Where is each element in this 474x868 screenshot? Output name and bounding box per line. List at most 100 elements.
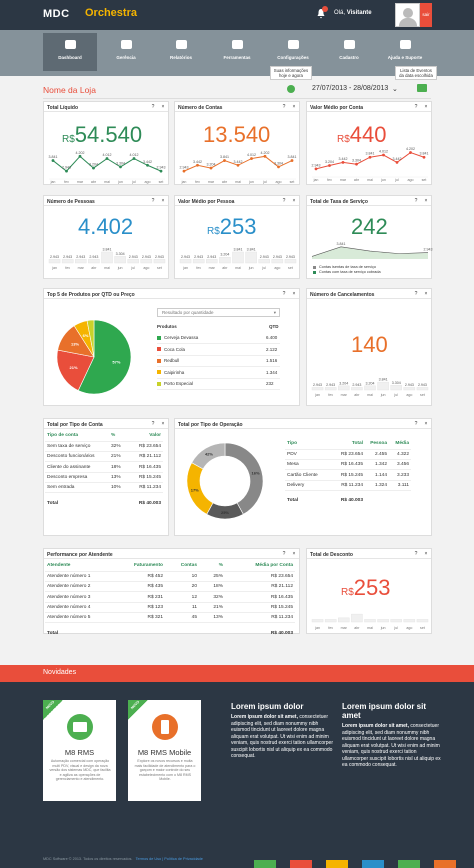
column-header[interactable]: Pessoa bbox=[365, 439, 389, 450]
close-icon[interactable]: × bbox=[161, 104, 165, 110]
legend-entry[interactable]: Cerveja Devassa bbox=[157, 335, 198, 340]
table-row[interactable]: Atendente número 3 R$ 231 12 32% R$ 16.435 bbox=[45, 591, 295, 603]
nav-item-briefcase[interactable]: Gerência bbox=[99, 33, 153, 71]
legend-value: 1.344 bbox=[266, 369, 278, 375]
data-label: 3.304 bbox=[352, 159, 361, 163]
logout-button[interactable]: sair bbox=[420, 3, 432, 27]
close-icon[interactable]: × bbox=[292, 551, 296, 557]
table-cell: Cartão Cliente bbox=[285, 469, 327, 481]
table-row[interactable]: Mesa R$ 16.435 1.342 3.456 bbox=[285, 459, 411, 471]
column-header[interactable]: Total bbox=[327, 439, 365, 450]
data-label: 2.943 bbox=[63, 255, 72, 259]
product-description: Automação comercial com operação multi P… bbox=[49, 759, 111, 782]
date-range-picker[interactable]: 27/07/2013 - 28/08/2013 bbox=[312, 85, 389, 92]
product-card-m8-rms-mobile[interactable]: NOVO M8 RMS Mobile Explore os novos recu… bbox=[128, 700, 201, 801]
data-label: 4.012 bbox=[103, 153, 112, 157]
column-header[interactable]: Média bbox=[389, 439, 411, 450]
footer-links[interactable]: Termos de Uso | Política de Privacidade bbox=[135, 857, 203, 861]
chevron-down-icon[interactable]: ⌄ bbox=[392, 86, 398, 93]
data-label: 2.943 bbox=[142, 255, 151, 259]
help-icon[interactable]: ? bbox=[151, 198, 155, 204]
help-icon[interactable]: ? bbox=[282, 104, 286, 110]
excel-export-icon[interactable] bbox=[417, 84, 427, 92]
table-row[interactable]: Cartão Cliente R$ 15.245 1.144 3.233 bbox=[285, 469, 411, 481]
data-label: 2.943 bbox=[129, 255, 138, 259]
table-row[interactable]: Desconto empresa 13% R$ 15.245 bbox=[45, 472, 163, 483]
close-icon[interactable]: × bbox=[424, 551, 428, 557]
close-icon[interactable]: × bbox=[292, 291, 296, 297]
close-icon[interactable]: × bbox=[292, 104, 296, 110]
legend-entry[interactable]: Porto Especial bbox=[157, 381, 193, 386]
help-icon[interactable]: ? bbox=[151, 104, 155, 110]
product-card-m8-rms[interactable]: NOVO M8 RMS Automação comercial com oper… bbox=[43, 700, 116, 801]
table-row[interactable]: Delivery R$ 11.234 1.324 3.111 bbox=[285, 480, 411, 491]
help-icon[interactable]: ? bbox=[414, 551, 418, 557]
nav-item-dashboard[interactable]: Dashboard bbox=[43, 33, 97, 71]
bar-chart: 2.943 jan 2.943 fev 3.204 mar 2.943 abr 3.204 mai… bbox=[311, 378, 429, 397]
column-header[interactable]: Tipo de conta bbox=[45, 431, 109, 442]
close-icon[interactable]: × bbox=[424, 198, 428, 204]
help-icon[interactable]: ? bbox=[414, 198, 418, 204]
help-icon[interactable]: ? bbox=[282, 198, 286, 204]
column-header[interactable]: Média por Conta bbox=[225, 561, 295, 572]
table-row[interactable]: Atendente número 5 R$ 321 45 13% R$ 11.234 bbox=[45, 612, 295, 624]
help-icon[interactable]: ? bbox=[414, 421, 418, 427]
close-icon[interactable]: × bbox=[424, 291, 428, 297]
data-label: 3.304 bbox=[116, 161, 125, 165]
table-row[interactable]: Desconto funcionários 21% R$ 21.112 bbox=[45, 451, 163, 463]
legend-entry[interactable]: Redbull bbox=[157, 358, 179, 363]
data-label: 2.943 bbox=[181, 255, 190, 259]
column-header[interactable]: % bbox=[109, 431, 129, 442]
legend-entry[interactable]: Coca Cola bbox=[157, 347, 185, 352]
data-label: 3.442 bbox=[234, 160, 243, 164]
help-icon[interactable]: ? bbox=[282, 291, 286, 297]
data-point bbox=[223, 159, 226, 162]
table-row[interactable]: Cliente do assinante 18% R$ 16.435 bbox=[45, 461, 163, 473]
column-header[interactable]: % bbox=[199, 561, 225, 572]
close-icon[interactable]: × bbox=[424, 104, 428, 110]
legend-entry: Contas isentas de taxa de serviço bbox=[313, 265, 376, 269]
table-cell: 18% bbox=[109, 461, 129, 473]
help-icon[interactable]: ? bbox=[282, 551, 286, 557]
store-name[interactable]: Nome da Loja bbox=[43, 85, 96, 95]
nav-item-tools[interactable]: Ferramentas bbox=[210, 33, 264, 71]
line-chart: 3.841 jan 2.943 fev 4.202 mar 3.204 abr 4.012 mai… bbox=[49, 151, 166, 184]
column-header[interactable]: Atendente bbox=[45, 561, 125, 572]
nav-item-users[interactable]: Ajuda e Suporte bbox=[378, 33, 432, 71]
logo[interactable]: MDC bbox=[43, 8, 70, 20]
close-icon[interactable]: × bbox=[161, 198, 165, 204]
column-header[interactable]: Contas bbox=[165, 561, 199, 572]
data-point bbox=[368, 155, 372, 159]
avatar[interactable] bbox=[395, 3, 420, 27]
close-icon[interactable]: × bbox=[424, 421, 428, 427]
result-type-select[interactable]: Resultado por quantidade ▾ bbox=[157, 308, 280, 317]
table-row[interactable]: Sem taxa de serviço 32% R$ 23.654 bbox=[45, 441, 163, 453]
total-cell bbox=[165, 623, 199, 643]
table-cell: R$ 23.654 bbox=[327, 449, 365, 461]
nav-item-pen[interactable]: Cadastro bbox=[322, 33, 376, 71]
tools-icon bbox=[231, 40, 243, 49]
nav-item-report[interactable]: Relatórios bbox=[154, 33, 208, 71]
data-point bbox=[51, 159, 55, 162]
column-header[interactable]: Valor bbox=[129, 431, 163, 442]
close-icon[interactable]: × bbox=[161, 421, 165, 427]
help-icon[interactable]: ? bbox=[151, 421, 155, 427]
table-cell: R$ 11.234 bbox=[327, 480, 365, 491]
table-cell: R$ 16.435 bbox=[129, 461, 163, 473]
help-icon[interactable]: ? bbox=[414, 104, 418, 110]
close-icon[interactable]: × bbox=[292, 198, 296, 204]
column-header[interactable]: Tipo bbox=[285, 439, 327, 450]
notification-badge bbox=[322, 6, 328, 12]
users-icon bbox=[399, 40, 411, 49]
column-header[interactable]: Faturamento bbox=[125, 561, 165, 572]
nav-item-gear[interactable]: Configurações bbox=[266, 33, 320, 71]
table-row[interactable]: PDV R$ 23.654 2.455 4.322 bbox=[285, 449, 411, 461]
table-row[interactable]: Atendente número 1 R$ 452 10 25% R$ 23.654 bbox=[45, 571, 295, 583]
table-row[interactable]: Sem entrada 10% R$ 11.234 bbox=[45, 482, 163, 494]
legend-entry[interactable]: Caipirinha bbox=[157, 370, 184, 375]
refresh-icon[interactable] bbox=[287, 85, 295, 93]
bar bbox=[364, 619, 376, 623]
table-row[interactable]: Atendente número 4 R$ 123 11 21% R$ 15.245 bbox=[45, 602, 295, 613]
help-icon[interactable]: ? bbox=[414, 291, 418, 297]
table-row[interactable]: Atendente número 2 R$ 435 20 18% R$ 21.112 bbox=[45, 581, 295, 593]
